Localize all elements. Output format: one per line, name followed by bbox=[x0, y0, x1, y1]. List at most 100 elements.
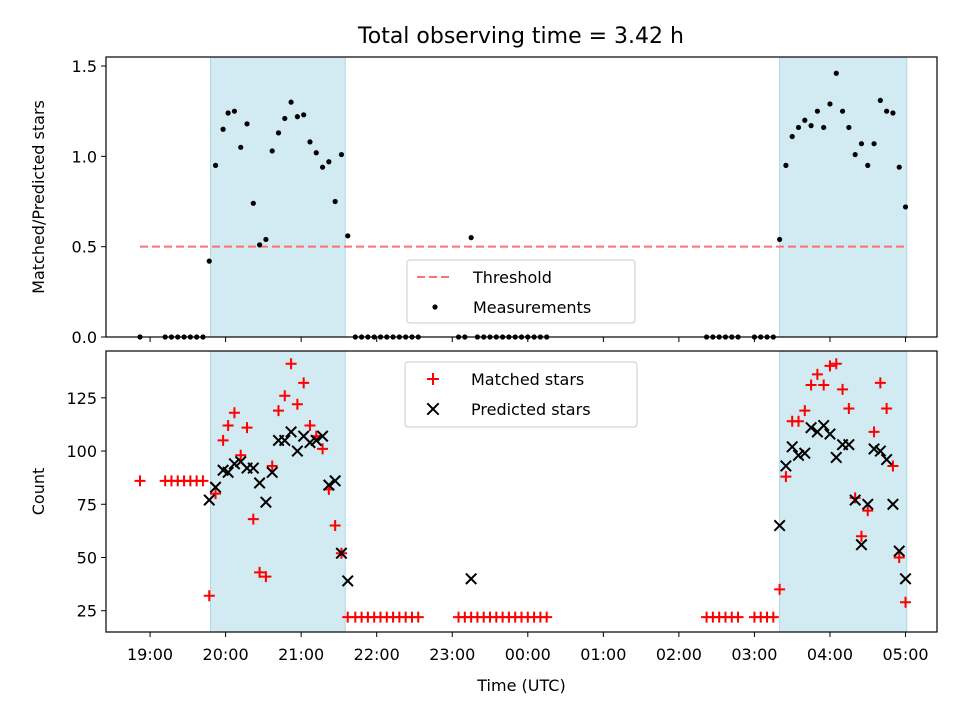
measurement-point bbox=[332, 198, 338, 205]
predicted-star-point bbox=[266, 466, 279, 479]
x-tick-label: 22:00 bbox=[354, 645, 400, 664]
measurement-point bbox=[789, 133, 795, 140]
predicted-star-point bbox=[322, 479, 335, 492]
measurement-point bbox=[777, 236, 783, 243]
measurement-point bbox=[269, 148, 275, 154]
measurement-point bbox=[827, 101, 833, 107]
matched-star-point bbox=[203, 590, 215, 602]
matched-star-point bbox=[811, 368, 823, 380]
legend-box bbox=[406, 259, 636, 324]
measurement-point bbox=[275, 130, 282, 136]
x-tick-label: 04:00 bbox=[807, 645, 853, 664]
matched-star-point bbox=[805, 379, 817, 391]
predicted-star-point bbox=[291, 445, 304, 457]
x-tick-label: 21:00 bbox=[278, 645, 324, 664]
measurement-point bbox=[871, 141, 877, 147]
measurement-point bbox=[231, 108, 238, 114]
legend-x-swatch bbox=[426, 402, 440, 416]
predicted-star-point bbox=[805, 421, 818, 434]
matched-star-point bbox=[210, 488, 222, 500]
y-tick-label: 125 bbox=[66, 389, 97, 408]
measurement-point bbox=[833, 70, 839, 76]
legend-label: Predicted stars bbox=[471, 400, 591, 419]
y-tick-label: 0.0 bbox=[72, 328, 97, 347]
measurement-point bbox=[890, 110, 896, 116]
x-tick-label: 20:00 bbox=[203, 645, 249, 664]
legend-label: Measurements bbox=[473, 298, 591, 317]
matched-star-point bbox=[247, 513, 259, 525]
predicted-star-point bbox=[842, 438, 855, 451]
predicted-star-point bbox=[855, 538, 868, 551]
matched-star-point bbox=[830, 358, 842, 370]
matched-star-point bbox=[855, 530, 867, 542]
measurement-point bbox=[345, 233, 351, 239]
matched-star-point bbox=[279, 390, 291, 402]
matched-star-point bbox=[266, 460, 278, 472]
matched-star-point bbox=[291, 398, 303, 410]
predicted-star-point bbox=[798, 447, 811, 460]
predicted-star-point bbox=[285, 425, 298, 438]
measurement-point bbox=[808, 123, 814, 129]
matched-star-point bbox=[774, 583, 786, 595]
predicted-star-point bbox=[253, 477, 266, 489]
measurement-point bbox=[220, 126, 226, 132]
y-tick-label: 75 bbox=[77, 495, 97, 514]
matched-star-point bbox=[329, 520, 341, 532]
measurement-point bbox=[212, 162, 219, 168]
predicted-star-point bbox=[817, 419, 830, 432]
axes-frame bbox=[105, 56, 938, 338]
predicted-star-point bbox=[209, 481, 222, 494]
bottom-panel: 25 50 75 100 125 19:00 20:00 21:00 22:00 23:00 00:… bbox=[29, 350, 938, 695]
predicted-star-point bbox=[278, 434, 291, 447]
predicted-star-point bbox=[792, 449, 805, 462]
matched-star-point bbox=[780, 471, 792, 483]
predicted-star-point bbox=[786, 440, 799, 453]
predicted-star-point bbox=[893, 545, 906, 558]
measurement-point bbox=[206, 258, 212, 264]
measurement-point bbox=[468, 235, 474, 241]
matched-star-point bbox=[893, 551, 905, 563]
y-tick-label: 1.5 bbox=[72, 57, 97, 76]
matched-star-point bbox=[134, 475, 146, 487]
measurement-point bbox=[288, 99, 294, 105]
matched-star-point bbox=[849, 492, 861, 504]
y-tick-label: 0.5 bbox=[72, 238, 97, 257]
matched-star-point bbox=[793, 415, 804, 427]
top-panel: 0.0 0.5 1.0 1.5 Matched/Predicted stars Thres… bbox=[29, 56, 938, 347]
measurement-point bbox=[814, 108, 820, 114]
matched-star-point bbox=[732, 611, 744, 623]
matched-star-point bbox=[298, 377, 310, 389]
legend-label: Threshold bbox=[472, 268, 552, 287]
predicted-star-point bbox=[222, 466, 235, 479]
legend-dot-swatch bbox=[432, 304, 438, 310]
legend-plus-swatch bbox=[427, 373, 439, 385]
matched-star-point bbox=[241, 422, 253, 434]
axes-frame bbox=[105, 350, 938, 633]
matched-star-point bbox=[217, 434, 229, 446]
measurement-point bbox=[795, 124, 802, 131]
matched-star-point bbox=[799, 405, 811, 417]
measurement-point bbox=[865, 162, 871, 168]
measurement-point bbox=[313, 150, 319, 156]
legend: Threshold Measurements bbox=[406, 259, 636, 324]
legend-box bbox=[404, 361, 638, 428]
x-tick-label: 00:00 bbox=[505, 645, 551, 664]
matched-star-point bbox=[254, 566, 266, 578]
predicted-star-point bbox=[247, 462, 260, 475]
measurement-point bbox=[301, 112, 307, 118]
predicted-star-point bbox=[824, 428, 836, 440]
matched-star-point bbox=[824, 360, 836, 372]
predicted-star-point bbox=[830, 451, 843, 464]
x-tick-label: 01:00 bbox=[580, 645, 626, 664]
matched-star-point bbox=[222, 420, 234, 432]
predicted-star-point bbox=[228, 457, 241, 470]
predicted-star-point bbox=[310, 434, 323, 447]
predicted-star-point bbox=[880, 453, 893, 466]
measurement-point bbox=[839, 108, 846, 114]
measurement-point bbox=[225, 110, 231, 116]
measurement-point bbox=[257, 242, 263, 248]
measurement-point bbox=[294, 114, 300, 120]
predicted-star-point bbox=[465, 572, 478, 585]
measurement-point bbox=[783, 162, 789, 168]
matched-star-point bbox=[862, 505, 874, 517]
